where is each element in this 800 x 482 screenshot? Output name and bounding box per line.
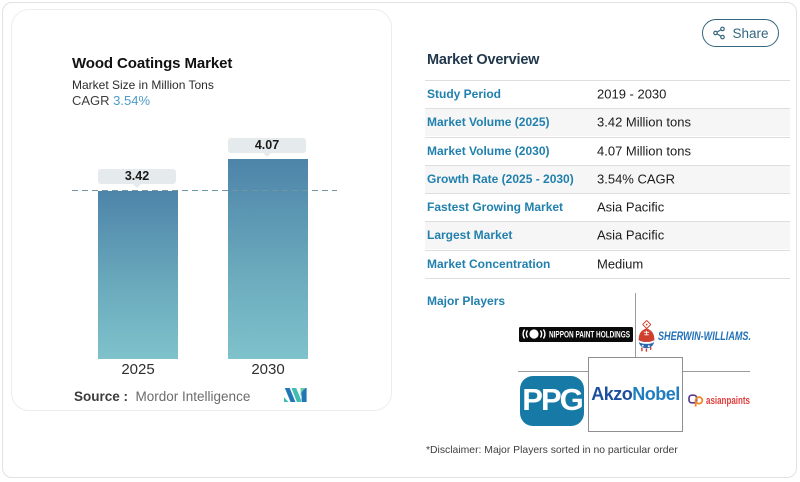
svg-text:asianpaints: asianpaints xyxy=(706,395,750,407)
svg-text:SHERWIN-WILLIAMS.: SHERWIN-WILLIAMS. xyxy=(658,331,751,343)
svg-text:NIPPON PAINT HOLDINGS: NIPPON PAINT HOLDINGS xyxy=(549,329,630,339)
